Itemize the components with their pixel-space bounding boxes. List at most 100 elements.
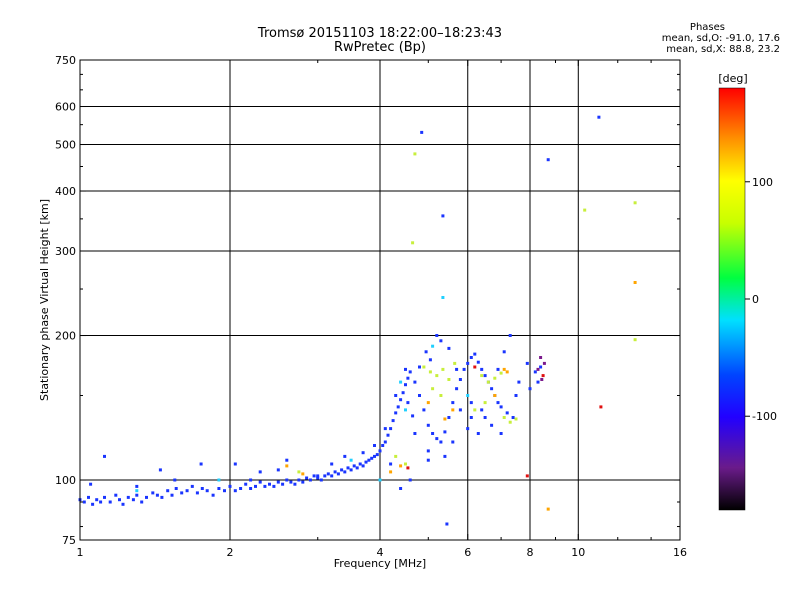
- y-tick-label: 75: [62, 534, 76, 547]
- chart-title: Tromsø 20151103 18:22:00–18:23:43: [257, 26, 503, 41]
- data-point: [330, 462, 334, 466]
- data-point: [408, 478, 412, 482]
- data-point: [426, 449, 430, 453]
- data-point: [263, 484, 267, 488]
- data-point: [378, 478, 382, 482]
- data-point: [453, 361, 457, 365]
- data-point: [546, 158, 550, 162]
- data-point: [539, 356, 543, 359]
- data-point: [422, 408, 426, 412]
- data-point: [364, 460, 368, 464]
- data-point: [413, 380, 417, 384]
- data-point: [420, 130, 424, 134]
- data-point: [447, 346, 451, 350]
- data-point: [514, 394, 518, 397]
- data-point: [441, 296, 445, 299]
- y-tick-label: 200: [55, 330, 76, 343]
- data-point: [533, 370, 537, 374]
- data-point: [258, 480, 262, 484]
- data-point: [336, 472, 340, 476]
- data-point: [285, 458, 289, 462]
- data-point: [404, 462, 407, 466]
- data-point: [483, 401, 487, 405]
- data-point: [424, 350, 428, 354]
- data-point: [108, 500, 112, 504]
- data-point: [439, 440, 443, 444]
- data-point: [389, 462, 393, 466]
- data-point: [145, 495, 148, 499]
- data-point: [473, 365, 477, 369]
- data-point: [411, 414, 415, 418]
- data-point: [285, 478, 289, 482]
- data-point: [205, 489, 209, 493]
- data-point: [281, 482, 285, 486]
- data-point: [103, 495, 106, 499]
- data-point: [499, 371, 503, 375]
- y-tick-label: 500: [55, 139, 76, 152]
- data-point: [249, 487, 253, 490]
- grid-lines: [80, 60, 680, 540]
- data-point: [272, 484, 276, 488]
- data-point: [426, 423, 430, 427]
- data-point: [399, 487, 403, 490]
- data-point: [391, 419, 395, 423]
- data-point: [394, 454, 398, 458]
- data-point: [458, 408, 462, 412]
- data-point: [443, 430, 447, 434]
- data-point: [431, 344, 435, 348]
- data-point: [118, 498, 121, 502]
- data-point: [502, 416, 506, 419]
- data-point: [87, 495, 90, 499]
- x-axis-label: Frequency [MHz]: [334, 557, 426, 570]
- data-point: [396, 405, 400, 409]
- data-point: [394, 411, 398, 415]
- data-point: [633, 201, 637, 205]
- data-point: [473, 352, 477, 356]
- data-point: [389, 470, 393, 474]
- data-point: [160, 495, 164, 499]
- data-point: [211, 493, 215, 497]
- colorbar-ticks: 100 0 -100: [745, 176, 777, 423]
- data-point: [301, 472, 305, 476]
- y-tick-label: 750: [55, 54, 76, 67]
- data-point: [445, 522, 449, 526]
- data-point: [190, 484, 194, 488]
- data-point: [135, 493, 139, 497]
- data-point: [316, 474, 320, 478]
- data-point: [333, 470, 337, 474]
- data-point: [476, 432, 480, 435]
- x-tick-label: 16: [673, 546, 687, 559]
- data-point: [633, 281, 637, 284]
- data-point: [466, 361, 470, 365]
- data-point: [249, 478, 253, 482]
- data-point: [496, 367, 500, 371]
- data-point: [297, 478, 301, 482]
- data-point: [542, 361, 546, 365]
- colorbar-tick-label: 0: [752, 293, 759, 306]
- data-point: [418, 365, 421, 369]
- data-point: [451, 440, 455, 444]
- data-point: [276, 480, 280, 484]
- x-tick-label: 8: [527, 546, 534, 559]
- data-point: [443, 417, 447, 421]
- data-point: [140, 500, 144, 504]
- data-point: [517, 380, 521, 384]
- data-point: [469, 416, 473, 419]
- data-point: [483, 374, 487, 378]
- data-point: [413, 152, 417, 156]
- data-point: [305, 476, 309, 480]
- data-point: [289, 480, 293, 484]
- data-point: [435, 374, 439, 378]
- data-point: [401, 391, 405, 395]
- data-point: [546, 507, 550, 511]
- data-point: [355, 466, 359, 470]
- data-point: [217, 478, 221, 482]
- data-point: [466, 394, 470, 397]
- data-point: [451, 408, 455, 412]
- data-point: [406, 376, 410, 380]
- y-tick-label: 300: [55, 245, 76, 258]
- data-point: [525, 361, 529, 365]
- data-point: [441, 214, 445, 218]
- data-point: [349, 458, 353, 462]
- data-point: [343, 470, 347, 474]
